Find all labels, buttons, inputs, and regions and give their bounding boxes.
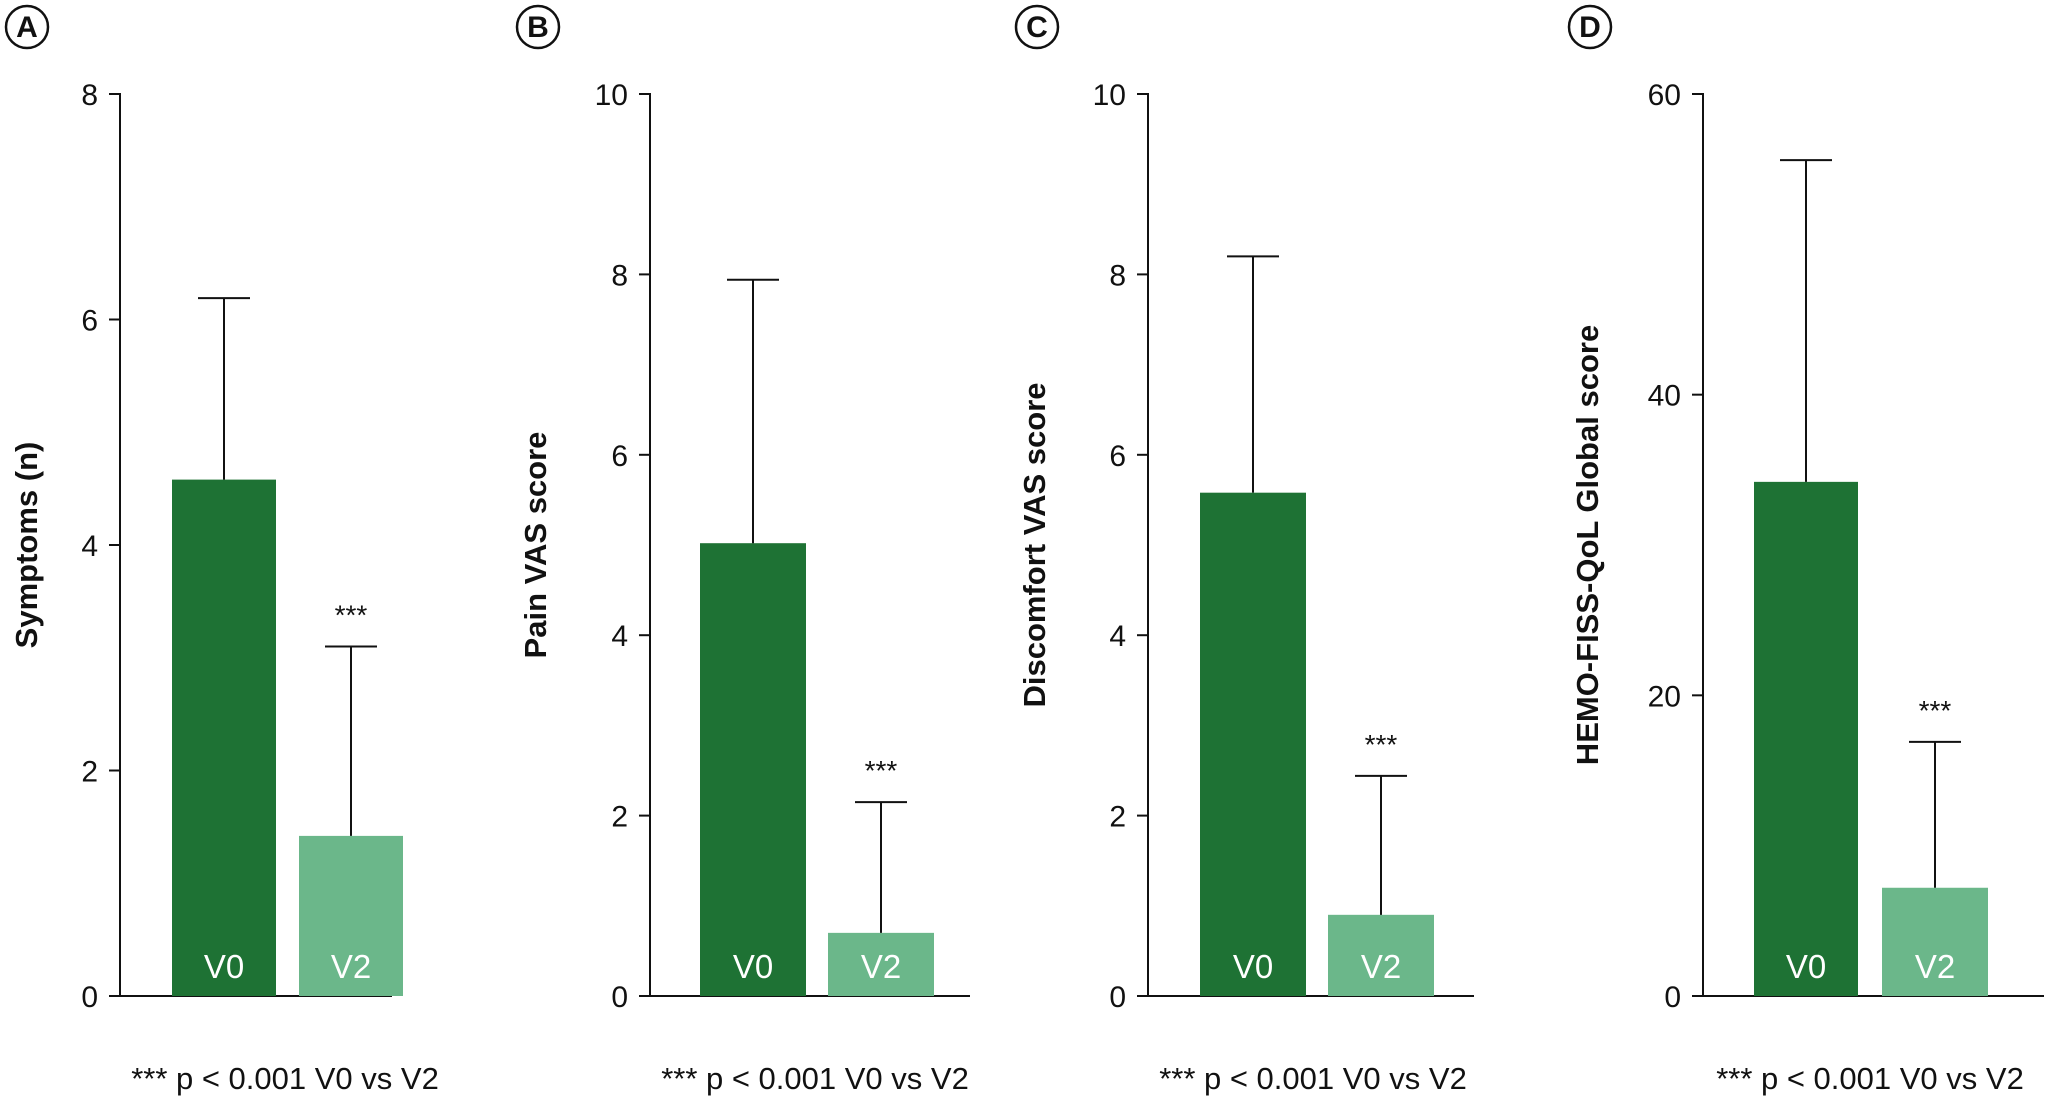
panel-letter-circle — [515, 4, 561, 50]
y-axis-label: Symptoms (n) — [9, 442, 44, 649]
bar-category-label: V2 — [861, 948, 901, 985]
y-tick-label: 6 — [1109, 440, 1126, 473]
footnote: *** p < 0.001 V0 vs V2 — [1716, 1061, 2024, 1096]
y-axis-label: Discomfort VAS score — [1017, 382, 1052, 707]
y-tick-label: 6 — [611, 440, 628, 473]
y-axis-label: Pain VAS score — [518, 432, 553, 659]
panel-letter: A — [16, 11, 38, 44]
bar-category-label: V2 — [1915, 948, 1955, 985]
significance-marker: *** — [1919, 695, 1952, 726]
bar-v2 — [1882, 887, 1988, 996]
y-tick-label: 8 — [611, 259, 628, 292]
y-tick-label: 2 — [1109, 801, 1126, 834]
significance-marker: *** — [865, 755, 898, 786]
bar-v2 — [299, 835, 403, 996]
bar-category-label: V2 — [1361, 948, 1401, 985]
bar-v0 — [1754, 481, 1858, 996]
y-tick-label: 8 — [1109, 259, 1126, 292]
footnote: *** p < 0.001 V0 vs V2 — [1159, 1061, 1467, 1096]
footnote: *** p < 0.001 V0 vs V2 — [661, 1061, 969, 1096]
y-tick-label: 2 — [81, 756, 98, 789]
y-tick-label: 4 — [1109, 620, 1126, 653]
bar-v0 — [172, 479, 276, 997]
significance-marker: *** — [335, 599, 368, 630]
footnote: *** p < 0.001 V0 vs V2 — [131, 1061, 439, 1096]
y-tick-label: 20 — [1648, 680, 1681, 713]
y-tick-label: 10 — [595, 79, 628, 112]
bar-category-label: V0 — [1786, 948, 1826, 985]
y-tick-label: 0 — [1109, 981, 1126, 1014]
bar-v2 — [828, 932, 934, 996]
y-tick-label: 40 — [1648, 380, 1681, 413]
bar-v2 — [1328, 914, 1434, 996]
significance-marker: *** — [1365, 729, 1398, 760]
y-axis-label: HEMO-FISS-QoL Global score — [1570, 325, 1605, 765]
y-tick-label: 4 — [611, 620, 628, 653]
y-tick-label: 6 — [81, 305, 98, 338]
panel-letter-circle — [1014, 4, 1060, 50]
panel-letter: D — [1579, 11, 1601, 44]
panel-letter: B — [527, 11, 549, 44]
bar-v0 — [1200, 492, 1306, 996]
y-tick-label: 0 — [81, 981, 98, 1014]
bar-v0 — [700, 543, 806, 996]
panel-letter-circle — [1567, 4, 1613, 50]
y-tick-label: 60 — [1648, 79, 1681, 112]
y-tick-label: 8 — [81, 79, 98, 112]
bar-category-label: V2 — [331, 948, 371, 985]
panel-letter: C — [1026, 11, 1048, 44]
bar-category-label: V0 — [733, 948, 773, 985]
y-tick-label: 2 — [611, 801, 628, 834]
bar-category-label: V0 — [204, 948, 244, 985]
y-tick-label: 10 — [1093, 79, 1126, 112]
y-tick-label: 0 — [611, 981, 628, 1014]
y-tick-label: 4 — [81, 530, 98, 563]
bar-category-label: V0 — [1233, 948, 1273, 985]
panel-letter-circle — [4, 4, 50, 50]
y-tick-label: 0 — [1664, 981, 1681, 1014]
